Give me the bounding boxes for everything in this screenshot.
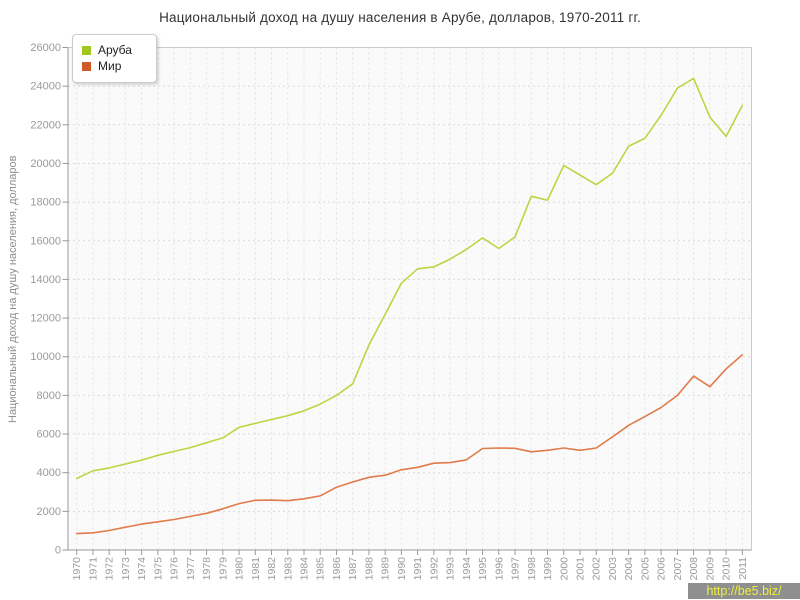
x-tick-label: 1999 — [542, 557, 554, 581]
x-tick-label: 2002 — [591, 557, 603, 581]
x-tick-label: 1974 — [136, 557, 148, 581]
y-tick-label: 12000 — [30, 313, 61, 325]
y-tick-label: 8000 — [37, 390, 61, 402]
series-line-aruba — [75, 77, 744, 480]
y-tick-label: 26000 — [30, 42, 61, 54]
x-tick-label: 1992 — [428, 557, 440, 581]
x-tick-label: 2003 — [607, 557, 619, 581]
y-tick-labels: 0 2000 4000 6000 8000 10000 12000 14000 16000 180… — [30, 42, 68, 557]
x-tick-label: 1989 — [380, 557, 392, 581]
y-tick-label: 6000 — [37, 429, 61, 441]
x-tick-label: 1982 — [266, 557, 278, 581]
x-tick-label: 1986 — [331, 557, 343, 581]
x-tick-label: 1995 — [477, 557, 489, 581]
x-tick-label: 1976 — [169, 557, 181, 581]
y-tick-label: 20000 — [30, 158, 61, 170]
legend-item: Мир — [82, 60, 142, 73]
x-tick-label: 1994 — [461, 557, 473, 581]
x-tick-label: 2007 — [672, 557, 684, 581]
x-tick-label: 1988 — [363, 557, 375, 581]
x-tick-label: 1979 — [217, 557, 229, 581]
axes — [67, 47, 752, 551]
x-tick-label: 1971 — [87, 557, 99, 581]
x-tick-label: 1983 — [282, 557, 294, 581]
x-tick-label: 1990 — [396, 557, 408, 581]
x-tick-label: 1970 — [71, 557, 83, 581]
x-tick-label: 1991 — [412, 557, 424, 581]
x-tick-label: 2011 — [737, 557, 749, 580]
y-tick-label: 14000 — [30, 274, 61, 286]
watermark-text: http://be5.biz/ — [706, 584, 782, 598]
legend-label: Мир — [98, 59, 122, 73]
x-tick-label: 1981 — [250, 557, 262, 581]
x-tick-label: 1978 — [201, 557, 213, 581]
y-tick-label: 18000 — [30, 197, 61, 209]
y-tick-label: 0 — [55, 545, 61, 557]
y-tick-label: 4000 — [37, 467, 61, 479]
x-tick-label: 1973 — [120, 557, 132, 581]
series-line-mir — [75, 353, 744, 535]
plot-area — [68, 47, 752, 550]
watermark-link[interactable]: http://be5.biz/ — [688, 583, 800, 599]
legend-label: Аруба — [98, 43, 132, 57]
x-tick-label: 1985 — [315, 557, 327, 581]
x-tick-label: 2009 — [704, 557, 716, 581]
x-tick-label: 2008 — [688, 557, 700, 581]
x-tick-label: 1998 — [526, 557, 538, 581]
legend-item: Аруба — [82, 44, 142, 57]
x-tick-label: 1977 — [185, 557, 197, 581]
y-tick-label: 16000 — [30, 235, 61, 247]
legend: Аруба Мир — [72, 34, 157, 83]
x-tick-label: 2006 — [656, 557, 668, 581]
x-tick-label: 2001 — [574, 557, 586, 581]
x-tick-label: 1996 — [493, 557, 505, 581]
x-grid — [76, 47, 743, 550]
x-tick-label: 2004 — [623, 557, 635, 581]
legend-swatch-icon — [82, 46, 91, 55]
x-tick-label: 2010 — [721, 557, 733, 581]
y-grid — [68, 85, 752, 512]
x-tick-label: 1980 — [234, 557, 246, 581]
x-tick-label: 1993 — [445, 557, 457, 581]
x-tick-label: 2005 — [639, 557, 651, 581]
y-tick-label: 24000 — [30, 81, 61, 93]
x-tick-labels: 1970 1971 1972 1973 1974 1975 1976 1977 1978 1979… — [71, 550, 749, 580]
y-tick-label: 10000 — [30, 351, 61, 363]
x-tick-label: 1975 — [152, 557, 164, 581]
x-tick-label: 1972 — [104, 557, 116, 581]
x-tick-label: 2000 — [558, 557, 570, 581]
x-tick-label: 1997 — [510, 557, 522, 581]
x-tick-label: 1987 — [347, 557, 359, 581]
y-tick-label: 2000 — [37, 506, 61, 518]
chart-title: Национальный доход на душу населения в А… — [159, 10, 641, 25]
legend-swatch-icon — [82, 62, 91, 71]
x-tick-label: 1984 — [298, 557, 310, 581]
y-tick-label: 22000 — [30, 119, 61, 131]
